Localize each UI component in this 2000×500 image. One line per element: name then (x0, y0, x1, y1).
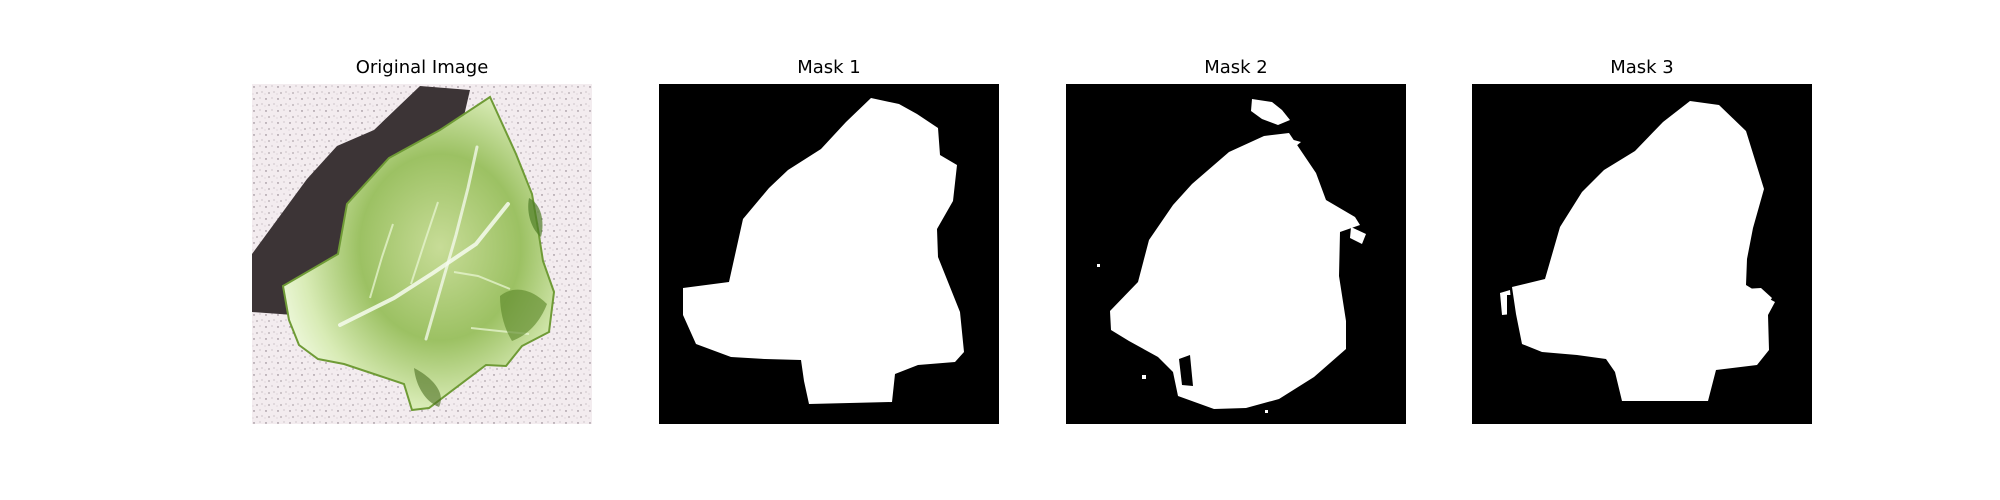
mask-3-image (1472, 84, 1812, 424)
mask-2-image (1066, 84, 1406, 424)
leaf-photo (252, 84, 592, 424)
mask-2-title: Mask 2 (1204, 57, 1268, 78)
original-image-title: Original Image (355, 57, 489, 78)
mask-1-title: Mask 1 (797, 57, 861, 78)
mask-1-image (659, 84, 999, 424)
mask-3-title: Mask 3 (1610, 57, 1674, 78)
